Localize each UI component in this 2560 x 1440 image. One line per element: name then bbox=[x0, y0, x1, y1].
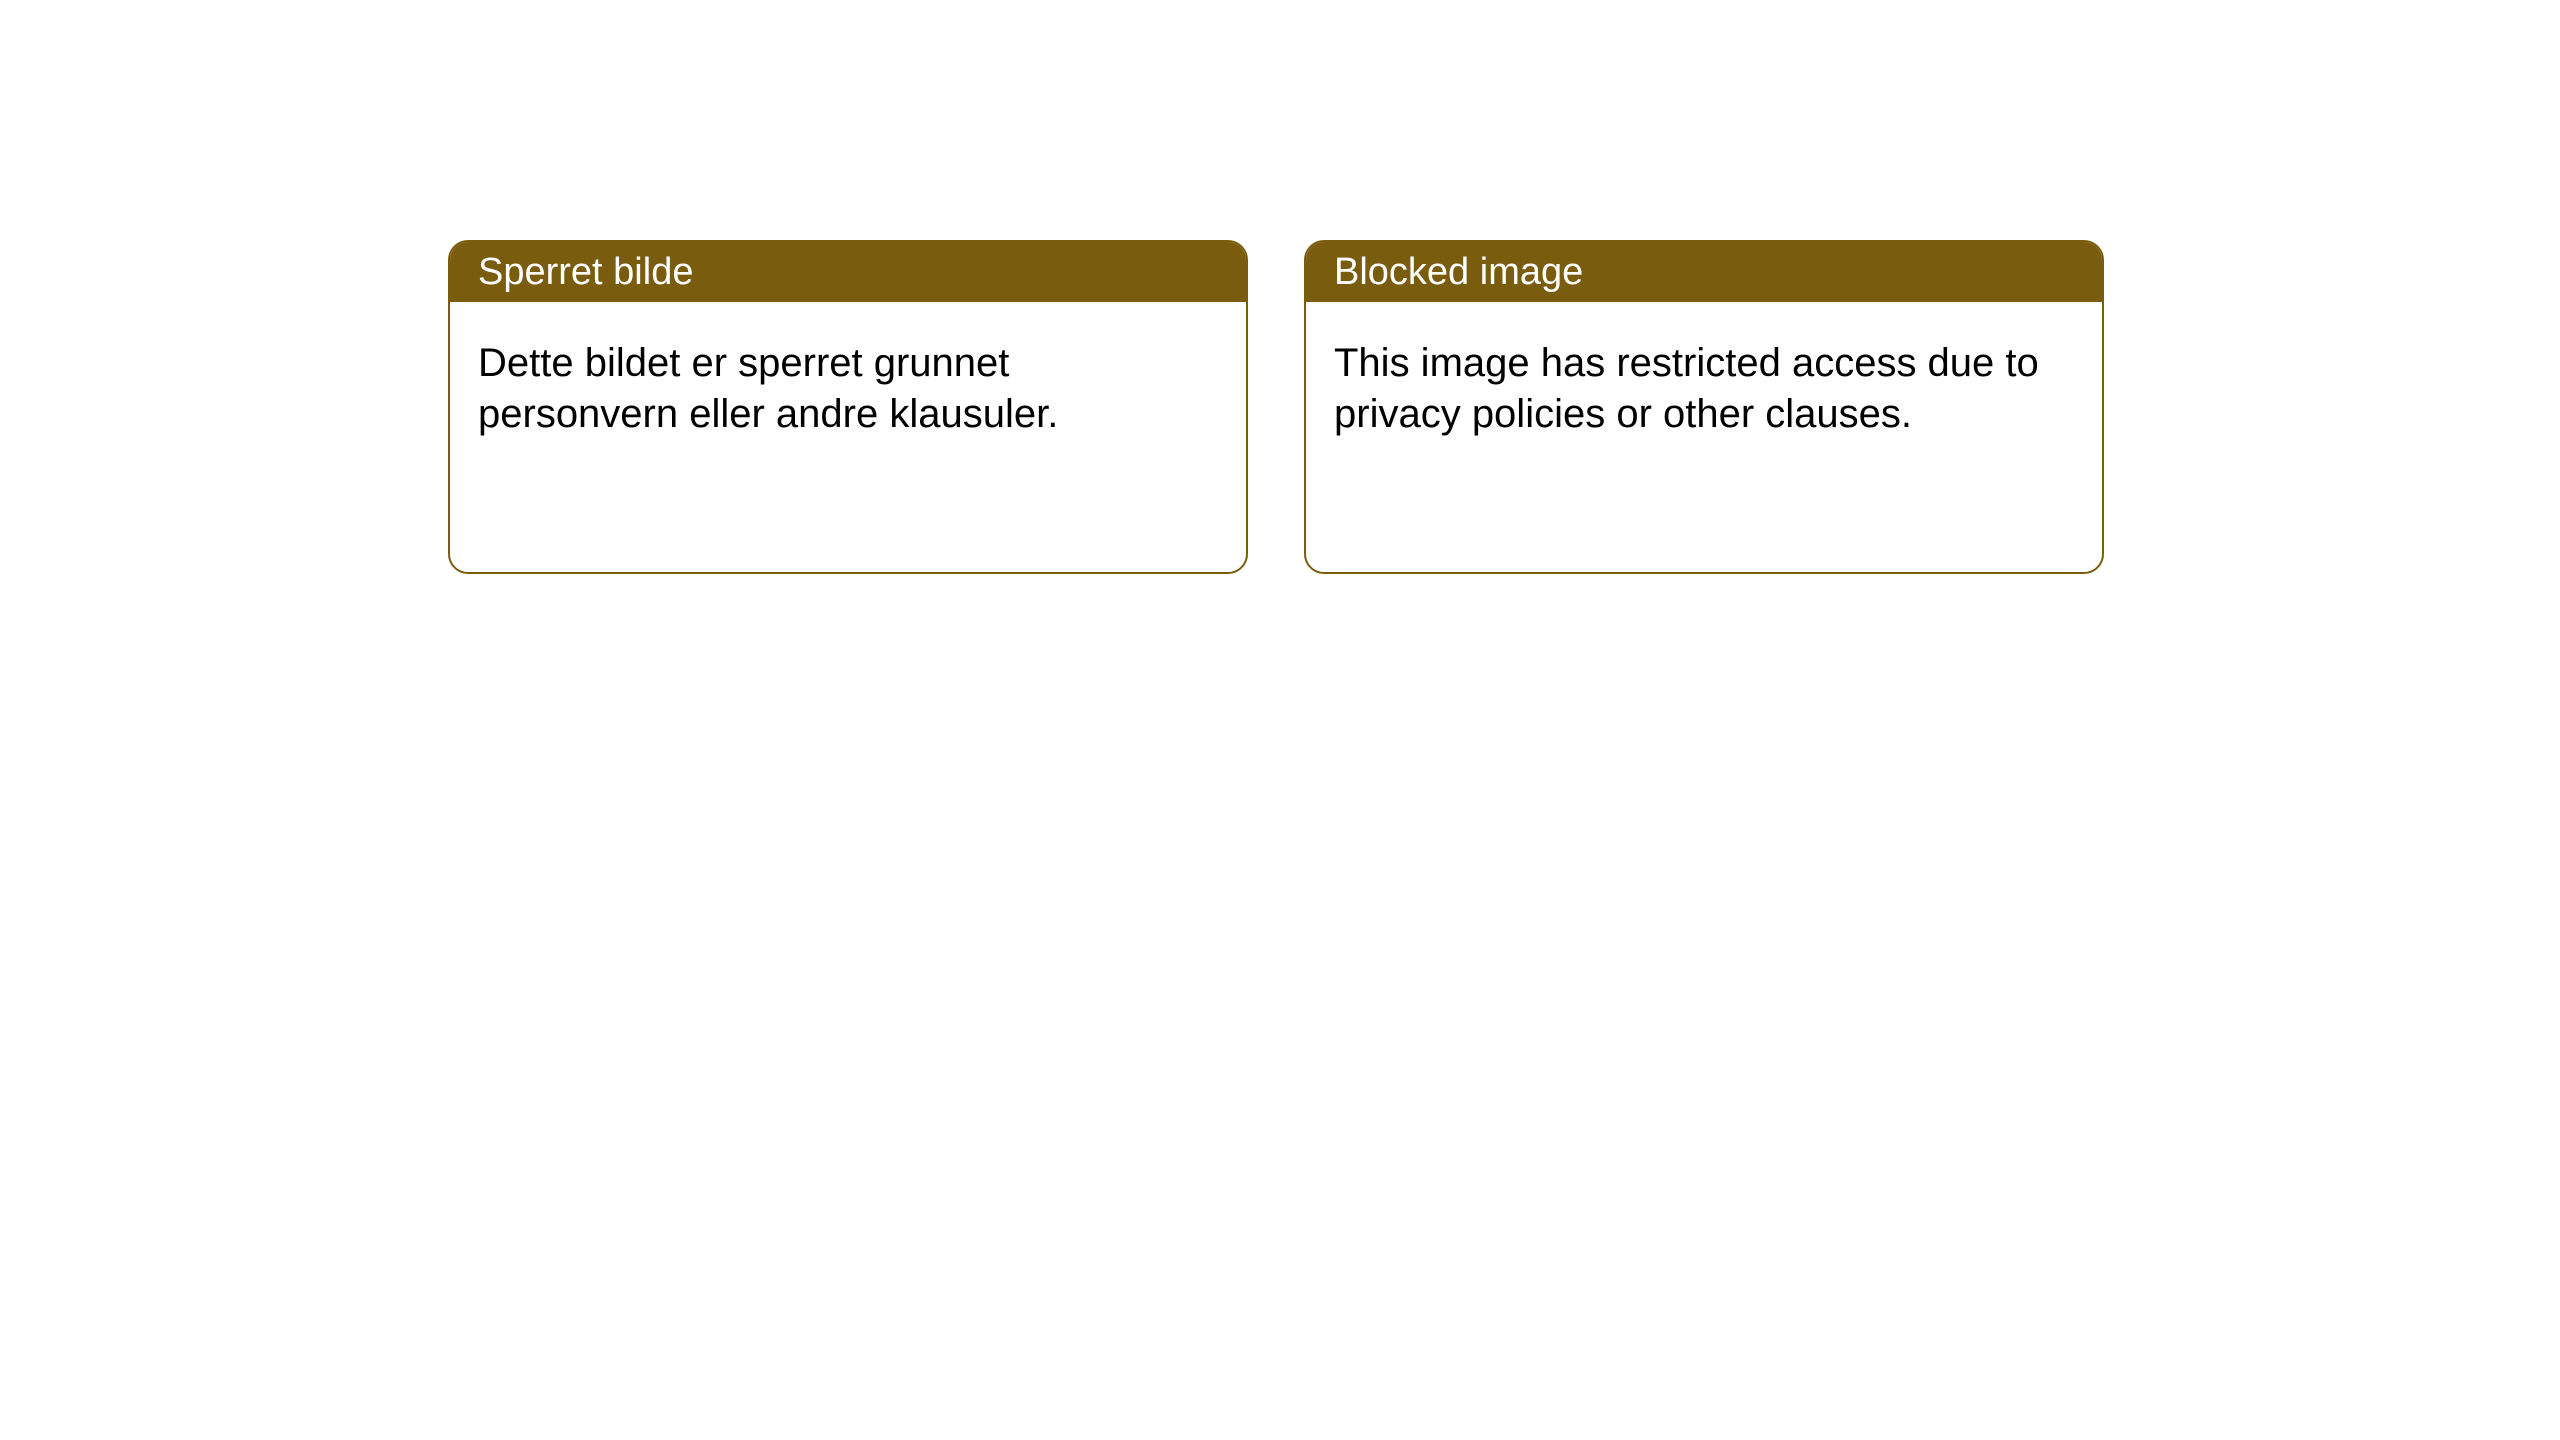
notice-box-norwegian: Sperret bilde Dette bildet er sperret gr… bbox=[448, 240, 1248, 574]
notice-body-norwegian: Dette bildet er sperret grunnet personve… bbox=[450, 302, 1246, 476]
notice-text: Dette bildet er sperret grunnet personve… bbox=[478, 341, 1058, 436]
notice-header-english: Blocked image bbox=[1306, 242, 2102, 302]
notice-header-norwegian: Sperret bilde bbox=[450, 242, 1246, 302]
notice-text: This image has restricted access due to … bbox=[1334, 341, 2039, 436]
notice-title: Blocked image bbox=[1334, 251, 1583, 294]
notice-body-english: This image has restricted access due to … bbox=[1306, 302, 2102, 476]
notice-container: Sperret bilde Dette bildet er sperret gr… bbox=[0, 0, 2560, 574]
notice-title: Sperret bilde bbox=[478, 251, 693, 294]
notice-box-english: Blocked image This image has restricted … bbox=[1304, 240, 2104, 574]
